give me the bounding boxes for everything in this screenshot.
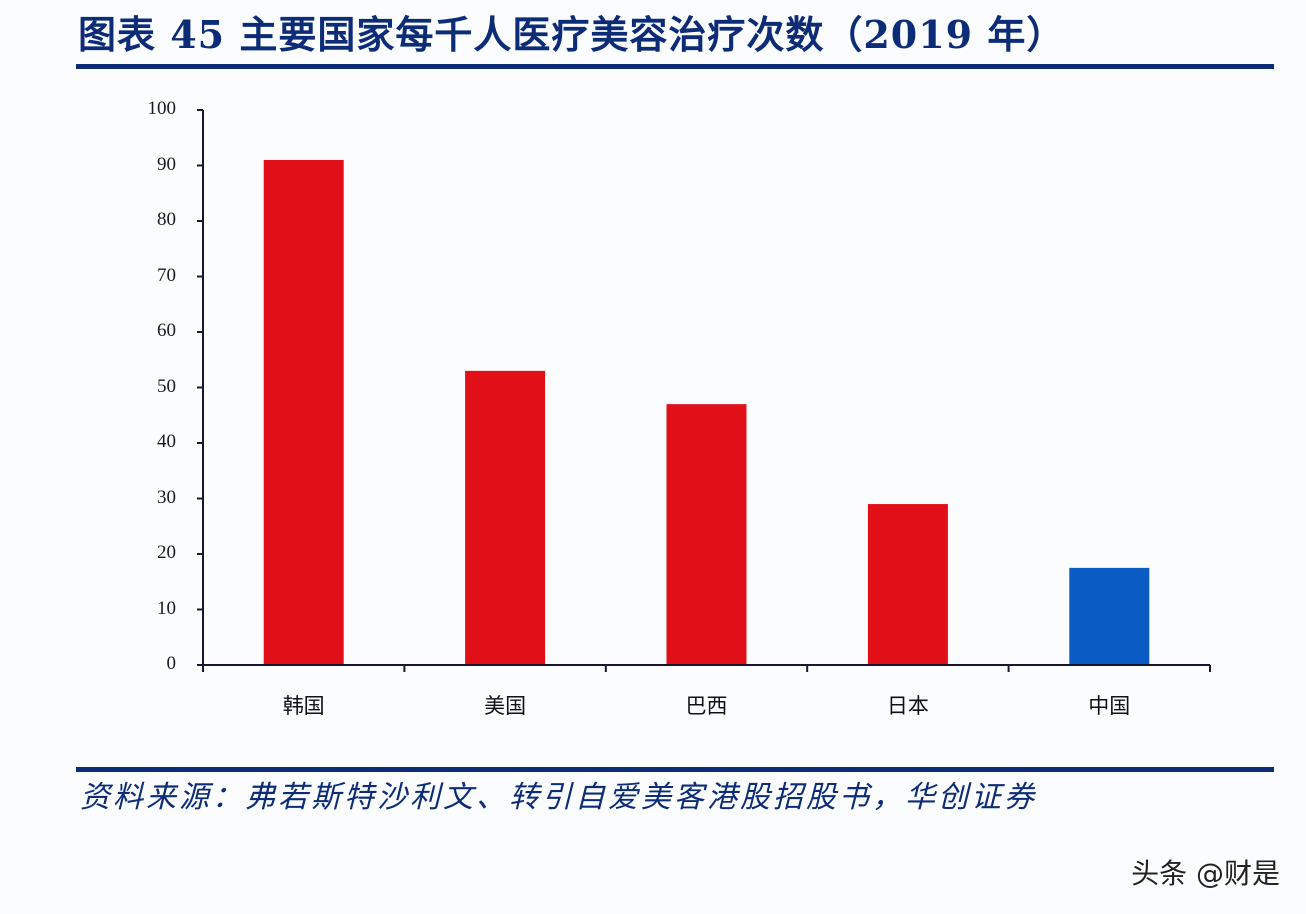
source-note: 资料来源：弗若斯特沙利文、转引自爱美客港股招股书，华创证券 xyxy=(80,780,1037,815)
y-tick-label: 0 xyxy=(166,653,177,674)
chart-plot-area xyxy=(197,109,1211,672)
bar-0 xyxy=(263,159,344,665)
bar-3 xyxy=(867,504,948,665)
watermark: 头条 @财是 xyxy=(1131,857,1280,890)
y-tick-label: 100 xyxy=(147,98,177,119)
y-tick-label: 50 xyxy=(157,375,176,397)
y-tick-label: 80 xyxy=(157,209,176,230)
y-tick-label: 30 xyxy=(157,486,176,508)
x-tick-label: 日本 xyxy=(886,694,929,718)
y-tick-label: 10 xyxy=(157,597,176,619)
y-tick-label: 40 xyxy=(157,431,176,452)
title-divider xyxy=(76,64,1274,69)
chart-title: 图表 45 主要国家每千人医疗美容治疗次数（2019 年） xyxy=(78,12,1066,57)
y-tick-label: 70 xyxy=(157,264,176,286)
x-tick-label: 巴西 xyxy=(685,694,728,718)
x-tick-label: 韩国 xyxy=(282,694,325,718)
y-tick-label: 60 xyxy=(157,320,176,341)
bar-4 xyxy=(1069,567,1150,665)
x-tick-label: 美国 xyxy=(484,694,527,718)
x-tick-label: 中国 xyxy=(1088,694,1131,718)
y-tick-label: 90 xyxy=(157,153,176,175)
source-divider xyxy=(76,767,1274,772)
bar-2 xyxy=(666,404,747,665)
bar-chart: 0 10 20 30 40 50 60 70 80 90 100 韩国 美国 巴西 日本 中国 xyxy=(147,98,1211,718)
bar-1 xyxy=(465,370,546,665)
y-tick-label: 20 xyxy=(157,542,176,563)
